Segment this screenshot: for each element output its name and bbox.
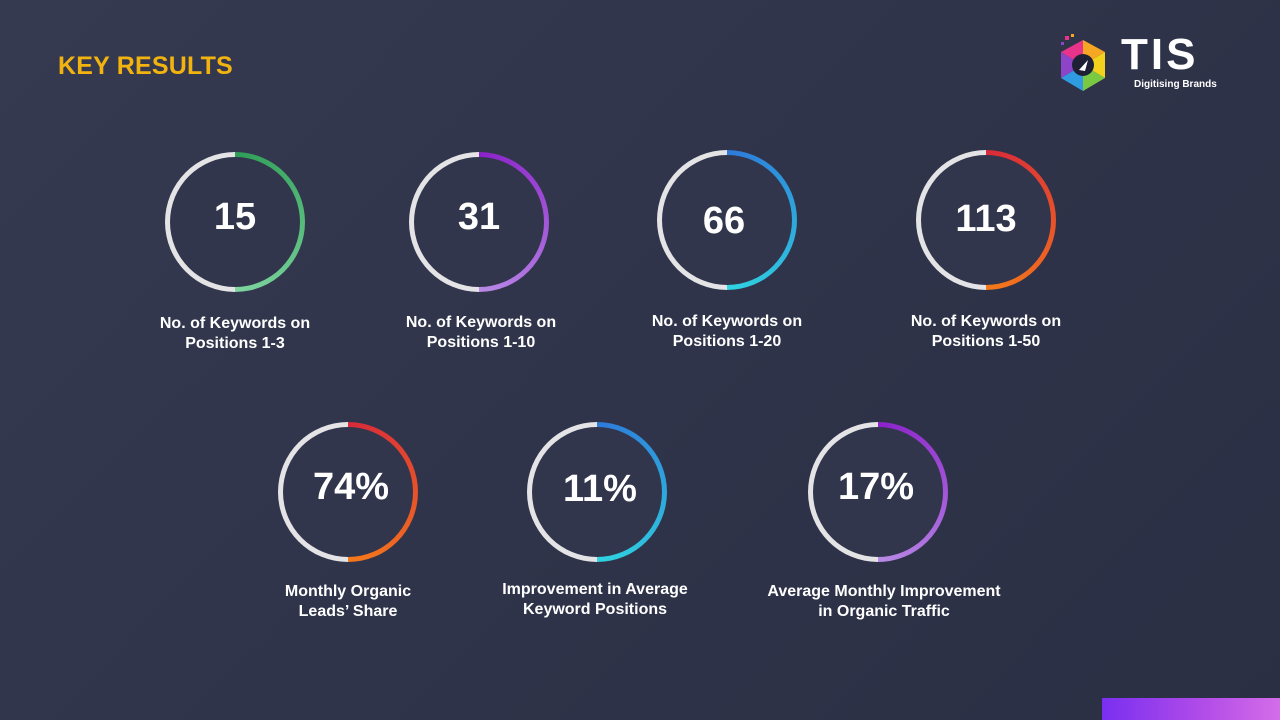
tis-logo: TIS Digitising Brands (1055, 30, 1235, 96)
progress-ring (527, 422, 667, 562)
page-title: KEY RESULTS (58, 52, 233, 80)
metric-label: No. of Keywords on Positions 1-50 (910, 313, 1062, 350)
metric-label: No. of Keywords on Positions 1-20 (651, 313, 803, 350)
progress-ring (165, 152, 305, 292)
metric-value: 74% (312, 466, 390, 508)
metric-value: 17% (837, 466, 915, 508)
metric-value: 66 (702, 200, 746, 242)
metric-label: Monthly Organic Leads’ Share (284, 583, 412, 620)
logo-wordmark: TIS (1121, 30, 1199, 79)
metric-label: No. of Keywords on Positions 1-3 (159, 315, 311, 352)
metric-value: 11% (563, 468, 637, 510)
metric-value: 31 (457, 196, 501, 238)
metric-value: 113 (955, 198, 1017, 240)
logo-tagline: Digitising Brands (1134, 79, 1217, 90)
metric-label: Improvement in Average Keyword Positions (502, 581, 688, 618)
progress-ring (278, 422, 418, 562)
metric-value: 15 (213, 196, 257, 238)
progress-ring (657, 150, 797, 290)
metric-label: No. of Keywords on Positions 1-10 (405, 314, 557, 351)
hexagon-logo-icon (1061, 34, 1105, 91)
progress-ring (808, 422, 948, 562)
metric-label: Average Monthly Improvement in Organic Tr… (767, 583, 1001, 620)
progress-ring (409, 152, 549, 292)
corner-accent-bar (1102, 698, 1280, 720)
progress-ring (916, 150, 1056, 290)
